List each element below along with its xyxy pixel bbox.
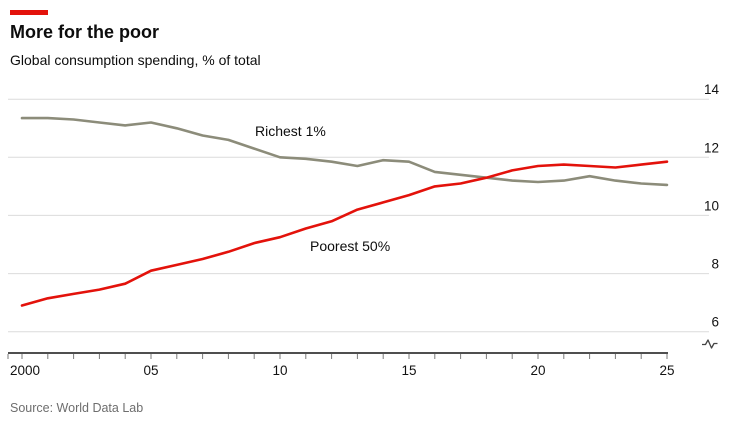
y-tick-label: 12 [704,140,719,155]
axis-break-icon [702,339,718,349]
chart-subtitle: Global consumption spending, % of total [10,52,261,68]
y-tick-label: 14 [704,82,720,97]
y-tick-label: 8 [711,257,719,272]
x-tick-label: 15 [401,363,416,378]
series-label-poorest-50-: Poorest 50% [310,238,390,254]
chart-title: More for the poor [10,22,159,42]
y-tick-label: 6 [711,315,719,330]
accent-bar [10,10,48,15]
series-label-richest-1-: Richest 1% [255,123,326,139]
series-line-richest-1- [20,116,669,187]
y-tick-label: 10 [704,198,719,213]
source-note: Source: World Data Lab [10,401,144,415]
x-tick-label: 10 [272,363,287,378]
x-tick-label: 20 [530,363,545,378]
x-tick-label: 25 [659,363,674,378]
x-tick-label: 2000 [10,363,40,378]
x-tick-label: 05 [143,363,158,378]
series-line-poorest-50- [20,160,669,307]
